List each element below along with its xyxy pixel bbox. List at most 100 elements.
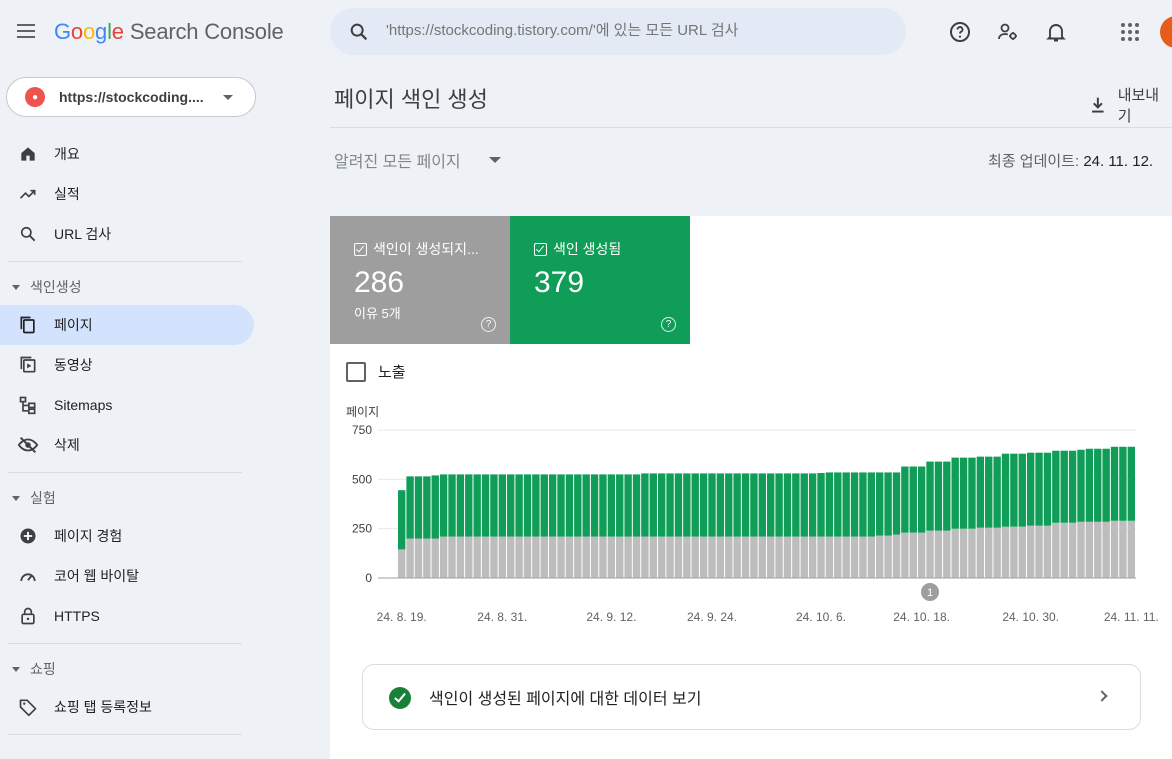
manage-accounts-icon[interactable] <box>992 16 1024 48</box>
bar-segment-not-indexed <box>758 536 766 578</box>
pages-icon <box>17 314 39 336</box>
tile-header: 색인 생성됨 <box>534 239 621 259</box>
bar-segment-indexed <box>767 473 775 537</box>
bar-segment-indexed <box>683 473 691 537</box>
avatar[interactable] <box>1160 16 1172 48</box>
property-selector[interactable]: ● https://stockcoding.... <box>6 77 256 117</box>
section-indexing[interactable]: 색인생성 <box>0 269 256 305</box>
bar-segment-not-indexed <box>741 536 750 578</box>
bar-segment-indexed <box>1035 452 1043 526</box>
sidebar-item-core-web-vitals[interactable]: 코어 웹 바이탈 <box>0 556 254 596</box>
bar-segment-not-indexed <box>1052 522 1060 578</box>
bar-segment-indexed <box>825 472 834 537</box>
search-input[interactable] <box>386 22 886 39</box>
divider <box>8 643 242 644</box>
bar-segment-indexed <box>582 474 590 537</box>
main-menu-button[interactable] <box>14 20 38 44</box>
bar-segment-not-indexed <box>842 536 850 578</box>
bar-segment-indexed <box>1001 453 1010 527</box>
tile-value: 286 <box>354 266 405 299</box>
bar-segment-indexed <box>1077 449 1085 522</box>
sidebar-item-https[interactable]: HTTPS <box>0 596 254 636</box>
export-button[interactable]: 내보내기 <box>1088 84 1172 126</box>
check-circle-icon <box>389 687 411 709</box>
logo-letter: g <box>95 19 108 44</box>
x-tick-label: 24. 8. 31. <box>477 610 527 624</box>
bar-segment-not-indexed <box>423 538 431 578</box>
bar-segment-indexed <box>1068 450 1077 523</box>
bar-segment-not-indexed <box>431 538 439 578</box>
sidebar-item-shopping-tab-listings[interactable]: 쇼핑 탭 등록정보 <box>0 687 254 727</box>
x-tick-label: 24. 8. 19. <box>377 610 427 624</box>
bar-segment-not-indexed <box>976 527 985 578</box>
tile-indexed[interactable]: 색인 생성됨 379 ? <box>510 216 690 344</box>
bar-segment-not-indexed <box>490 536 498 578</box>
bar-segment-indexed <box>1127 446 1135 521</box>
help-icon[interactable]: ? <box>661 317 676 332</box>
sidebar-item-removals[interactable]: 삭제 <box>0 425 254 465</box>
menu-icon-line <box>17 36 35 38</box>
bar-segment-indexed <box>632 474 641 537</box>
sidebar-item-performance[interactable]: 실적 <box>0 174 254 214</box>
sidebar-item-label: 삭제 <box>54 437 80 453</box>
bar-segment-not-indexed <box>876 535 884 578</box>
bar-segment-indexed <box>674 473 683 537</box>
bar-segment-not-indexed <box>733 536 741 578</box>
sidebar-item-page-experience[interactable]: 페이지 경험 <box>0 516 254 556</box>
apps-grid-icon[interactable] <box>1114 16 1146 48</box>
bar-segment-indexed <box>951 457 959 529</box>
bar-segment-not-indexed <box>951 528 959 578</box>
bar-segment-indexed <box>1052 450 1060 523</box>
section-shopping[interactable]: 쇼핑 <box>0 651 256 687</box>
view-indexed-data-link[interactable]: 색인이 생성된 페이지에 대한 데이터 보기 <box>362 664 1141 730</box>
checkbox-icon <box>354 242 367 256</box>
trending-up-icon <box>17 183 39 205</box>
sidebar-item-videos[interactable]: 동영상 <box>0 345 254 385</box>
sidebar-item-pages[interactable]: 페이지 <box>0 305 254 345</box>
bar-segment-not-indexed <box>834 536 842 578</box>
bar-segment-not-indexed <box>641 536 649 578</box>
bar-segment-not-indexed <box>557 536 565 578</box>
section-experience[interactable]: 실험 <box>0 480 256 516</box>
bar-segment-not-indexed <box>515 536 523 578</box>
bar-segment-not-indexed <box>674 536 683 578</box>
sidebar-item-url-inspection[interactable]: URL 검사 <box>0 214 254 254</box>
bar-segment-indexed <box>917 466 926 533</box>
bar-segment-not-indexed <box>507 536 515 578</box>
bar-segment-not-indexed <box>985 527 993 578</box>
bar-segment-not-indexed <box>1010 526 1018 578</box>
bar-segment-not-indexed <box>574 536 582 578</box>
property-favicon: ● <box>25 87 45 107</box>
bar-segment-indexed <box>699 473 708 537</box>
bar-segment-indexed <box>834 472 842 537</box>
help-icon[interactable] <box>944 16 976 48</box>
video-icon <box>17 354 39 376</box>
bar-segment-indexed <box>892 472 901 535</box>
product-name: Search Console <box>129 19 284 44</box>
bar-segment-indexed <box>557 474 565 537</box>
annotation-marker <box>921 583 939 601</box>
bar-segment-not-indexed <box>481 536 490 578</box>
bar-segment-indexed <box>867 472 876 537</box>
page-filter-dropdown[interactable]: 알려진 모든 페이지 <box>334 148 501 172</box>
filter-label: 알려진 모든 페이지 <box>334 154 461 171</box>
bar-segment-indexed <box>901 466 909 533</box>
bar-segment-not-indexed <box>1085 521 1094 578</box>
bar-segment-indexed <box>599 474 607 537</box>
notifications-icon[interactable] <box>1040 16 1072 48</box>
impressions-toggle[interactable]: 노출 <box>346 361 406 382</box>
sidebar-item-sitemaps[interactable]: Sitemaps <box>0 385 254 425</box>
bar-segment-indexed <box>985 456 993 528</box>
x-tick-label: 24. 9. 24. <box>687 610 737 624</box>
checkbox[interactable] <box>346 361 366 382</box>
sidebar-item-overview[interactable]: 개요 <box>0 134 254 174</box>
bar-segment-not-indexed <box>1060 522 1068 578</box>
help-icon[interactable]: ? <box>481 317 496 332</box>
tile-not-indexed[interactable]: 색인이 생성되지... 286 이유 5개 ? <box>330 216 510 344</box>
bar-segment-indexed <box>649 473 657 537</box>
bar-segment-indexed <box>406 476 414 539</box>
bar-segment-not-indexed <box>523 536 532 578</box>
url-inspection-search[interactable] <box>330 8 906 55</box>
